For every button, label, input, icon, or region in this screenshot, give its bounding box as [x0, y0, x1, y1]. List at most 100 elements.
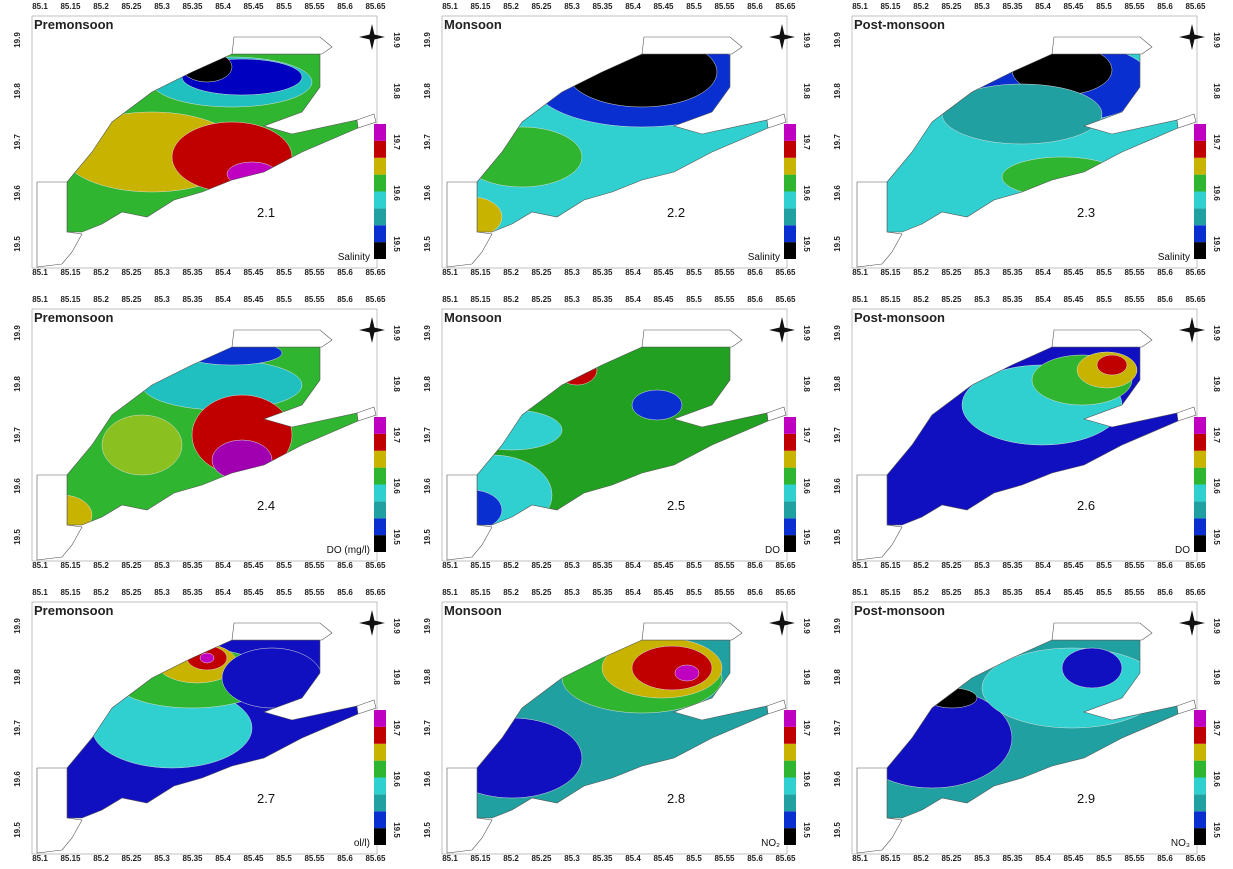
- y-tick-label: 19.5: [833, 822, 842, 838]
- panel-number: 2.5: [667, 498, 685, 513]
- panel-number: 2.8: [667, 791, 685, 806]
- x-tick-label: 85.65: [1185, 588, 1206, 597]
- y-tick-label: 19.5: [392, 236, 401, 252]
- y-tick-label: 19.9: [13, 618, 22, 634]
- x-tick-label: 85.15: [470, 561, 491, 570]
- y-tick-label: 19.7: [1212, 427, 1221, 443]
- x-tick-label: 85.2: [913, 295, 929, 304]
- y-tick-label: 19.9: [833, 32, 842, 48]
- compass: [359, 24, 385, 50]
- legend-swatch: [374, 501, 386, 519]
- x-tick-label: 85.1: [32, 295, 48, 304]
- x-tick-label: 85.3: [564, 2, 580, 11]
- legend-swatch: [374, 450, 386, 468]
- map-panel: 85.1 85.1 85.15 85.15 85.2 85.2 85.25 85.25 85.3…: [833, 588, 1221, 863]
- y-tick-label: 19.5: [423, 236, 432, 252]
- y-tick-label: 19.6: [1212, 771, 1221, 787]
- x-tick-label: 85.55: [304, 2, 325, 11]
- x-tick-label: 85.35: [182, 268, 203, 277]
- legend-swatch: [374, 828, 386, 845]
- y-tick-label: 19.5: [13, 529, 22, 545]
- y-tick-label: 19.8: [392, 83, 401, 99]
- contour-zone: [101, 414, 183, 476]
- y-tick-label: 19.6: [13, 478, 22, 494]
- land-outline: [856, 329, 1197, 561]
- lagoon-outline: [886, 53, 1179, 233]
- y-tick-label: 19.8: [1212, 83, 1221, 99]
- legend-swatch: [784, 140, 796, 158]
- y-tick-label: 19.6: [802, 185, 811, 201]
- panel-title: Monsoon: [444, 603, 502, 618]
- legend-swatch: [374, 467, 386, 485]
- y-tick-label: 19.6: [13, 771, 22, 787]
- legend-swatch: [784, 450, 796, 468]
- x-tick-label: 85.6: [337, 854, 353, 863]
- x-tick-label: 85.1: [442, 561, 458, 570]
- legend-swatch: [374, 777, 386, 795]
- x-tick-label: 85.25: [121, 268, 142, 277]
- legend-swatch: [374, 811, 386, 829]
- x-tick-label: 85.15: [60, 561, 81, 570]
- x-tick-label: 85.55: [304, 854, 325, 863]
- panel-number: 2.2: [667, 205, 685, 220]
- x-tick-label: 85.35: [592, 295, 613, 304]
- y-tick-label: 19.8: [1212, 669, 1221, 685]
- y-tick-label: 19.5: [1212, 236, 1221, 252]
- x-tick-label: 85.3: [564, 561, 580, 570]
- y-tick-label: 19.7: [802, 134, 811, 150]
- x-tick-label: 85.45: [243, 561, 264, 570]
- x-tick-label: 85.4: [625, 2, 641, 11]
- x-tick-label: 85.6: [747, 588, 763, 597]
- x-tick-label: 85.45: [653, 588, 674, 597]
- y-tick-label: 19.9: [423, 618, 432, 634]
- y-tick-label: 19.8: [833, 83, 842, 99]
- x-tick-label: 85.25: [531, 268, 552, 277]
- legend-swatch: [1194, 174, 1206, 192]
- x-tick-label: 85.45: [243, 295, 264, 304]
- legend-swatch: [784, 208, 796, 226]
- x-tick-label: 85.15: [470, 588, 491, 597]
- x-tick-label: 85.3: [564, 854, 580, 863]
- x-tick-label: 85.6: [1157, 854, 1173, 863]
- x-tick-label: 85.45: [1063, 561, 1084, 570]
- x-tick-label: 85.4: [215, 561, 231, 570]
- contour-zone: [631, 389, 683, 421]
- x-tick-label: 85.45: [243, 2, 264, 11]
- variable-label: Salinity: [748, 252, 780, 263]
- x-tick-label: 85.65: [775, 2, 796, 11]
- x-tick-label: 85.2: [93, 854, 109, 863]
- contour-zone: [477, 196, 503, 232]
- x-tick-label: 85.55: [714, 854, 735, 863]
- land-outline: [36, 622, 377, 854]
- panel-title: Premonsoon: [34, 603, 114, 618]
- legend-swatch: [784, 433, 796, 451]
- x-tick-label: 85.35: [592, 268, 613, 277]
- y-tick-label: 19.5: [833, 236, 842, 252]
- y-tick-label: 19.7: [1212, 720, 1221, 736]
- x-tick-label: 85.55: [714, 588, 735, 597]
- x-tick-label: 85.55: [1124, 588, 1145, 597]
- x-tick-label: 85.4: [625, 561, 641, 570]
- lagoon-fill: [477, 640, 768, 818]
- x-tick-label: 85.1: [32, 268, 48, 277]
- legend-swatch: [1194, 535, 1206, 552]
- x-tick-label: 85.2: [93, 295, 109, 304]
- contour-zone: [631, 645, 713, 691]
- x-tick-label: 85.45: [653, 854, 674, 863]
- contour-zone: [67, 494, 93, 525]
- legend-swatch: [1194, 743, 1206, 761]
- y-tick-label: 19.5: [13, 822, 22, 838]
- x-tick-label: 85.3: [974, 561, 990, 570]
- legend-swatch: [374, 242, 386, 259]
- legend-swatch: [374, 535, 386, 552]
- x-tick-label: 85.3: [154, 2, 170, 11]
- legend-swatch: [784, 467, 796, 485]
- land-outline: [36, 36, 377, 268]
- x-tick-label: 85.1: [852, 268, 868, 277]
- x-tick-label: 85.6: [337, 295, 353, 304]
- x-tick-label: 85.15: [470, 295, 491, 304]
- legend-swatch: [1194, 433, 1206, 451]
- x-tick-label: 85.2: [913, 854, 929, 863]
- x-tick-label: 85.1: [852, 854, 868, 863]
- panel-title: Post-monsoon: [854, 310, 945, 325]
